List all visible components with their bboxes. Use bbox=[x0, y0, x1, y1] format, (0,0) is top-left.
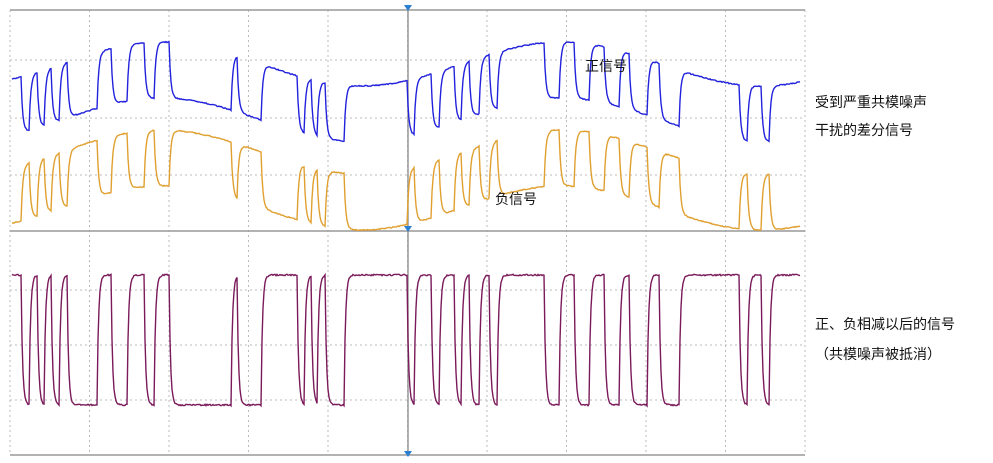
annotation-line: （共模噪声被抵消） bbox=[815, 347, 941, 363]
negative-waveform bbox=[11, 128, 801, 232]
negative-label: 负信号 bbox=[495, 192, 537, 208]
scope-grid bbox=[9, 9, 806, 456]
trigger-markers bbox=[404, 5, 412, 457]
difference-waveform bbox=[11, 272, 801, 408]
annotation-line: 干扰的差分信号 bbox=[815, 123, 913, 139]
annotation-line: 正、负相减以后的信号 bbox=[815, 317, 955, 333]
positive-label: 正信号 bbox=[585, 59, 627, 75]
positive-waveform bbox=[11, 40, 801, 143]
annotation-line: 受到严重共模噪声 bbox=[815, 95, 927, 111]
